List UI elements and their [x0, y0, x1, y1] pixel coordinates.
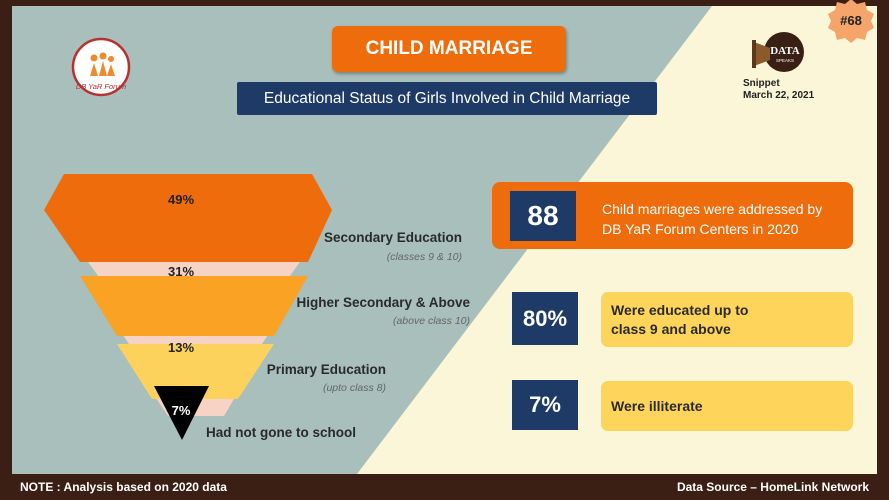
svg-text:SPEAKS: SPEAKS	[776, 58, 794, 63]
funnel-segment-higher-secondary	[80, 276, 308, 336]
funnel-segment-no-school	[154, 386, 209, 440]
snippet-number-badge: #68	[828, 0, 874, 43]
funnel-segment-primary	[117, 344, 274, 399]
funnel-label-primary: 13%	[167, 340, 195, 355]
stat-value-educated: 80%	[512, 292, 578, 345]
data-speaks-logo: DATA SPEAKS	[752, 32, 804, 72]
svg-text:DB YaR Forum: DB YaR Forum	[76, 82, 126, 91]
category-note-secondary: (classes 9 & 10)	[386, 251, 462, 263]
funnel-label-higher-secondary: 31%	[167, 264, 195, 279]
category-note-higher-secondary: (above class 10)	[392, 315, 470, 327]
category-note-primary: (upto class 8)	[322, 382, 386, 394]
stat-card-educated: Were educated up to class 9 and above	[601, 292, 853, 347]
db-yar-forum-logo: DB YaR Forum	[71, 37, 131, 97]
funnel-label-secondary: 49%	[167, 192, 195, 207]
funnel-top-cap	[44, 174, 332, 210]
funnel-label-no-school: 7%	[171, 403, 191, 418]
stat-text-educated-line1: Were educated up to	[611, 301, 749, 318]
stat-text-addressed-line1: Child marriages were addressed by	[602, 201, 823, 217]
page-title: CHILD MARRIAGE	[332, 26, 566, 72]
svg-text:DATA: DATA	[770, 45, 800, 57]
category-higher-secondary: Higher Secondary & Above	[296, 295, 470, 310]
stat-card-illiterate: Were illiterate	[601, 381, 853, 431]
category-primary: Primary Education	[266, 362, 386, 377]
snippet-date: March 22, 2021	[743, 90, 815, 101]
category-no-school: Had not gone to school	[206, 425, 356, 440]
stat-text-illiterate: Were illiterate	[611, 397, 703, 414]
page-subtitle: Educational Status of Girls Involved in …	[237, 82, 657, 115]
stat-text-addressed-line2: DB YaR Forum Centers in 2020	[602, 221, 799, 237]
stat-text-addressed: Child marriages were addressed by DB YaR…	[602, 199, 822, 239]
svg-text:#68: #68	[840, 13, 862, 28]
category-secondary: Secondary Education	[323, 230, 462, 245]
funnel-segment-secondary	[44, 210, 332, 262]
stat-value-addressed: 88	[510, 191, 576, 241]
snippet-title: Snippet	[743, 78, 780, 89]
stat-text-educated-line2: class 9 and above	[611, 320, 731, 337]
content-panel: DB YaR Forum CHILD MARRIAGE Educational …	[12, 6, 877, 474]
funnel-chart	[44, 174, 332, 440]
footer-source: Data Source – HomeLink Network	[676, 480, 869, 494]
snippet-label: Snippet March 22, 2021	[743, 78, 814, 102]
stat-value-illiterate: 7%	[512, 380, 578, 430]
footer-note: NOTE : Analysis based on 2020 data	[20, 480, 227, 494]
